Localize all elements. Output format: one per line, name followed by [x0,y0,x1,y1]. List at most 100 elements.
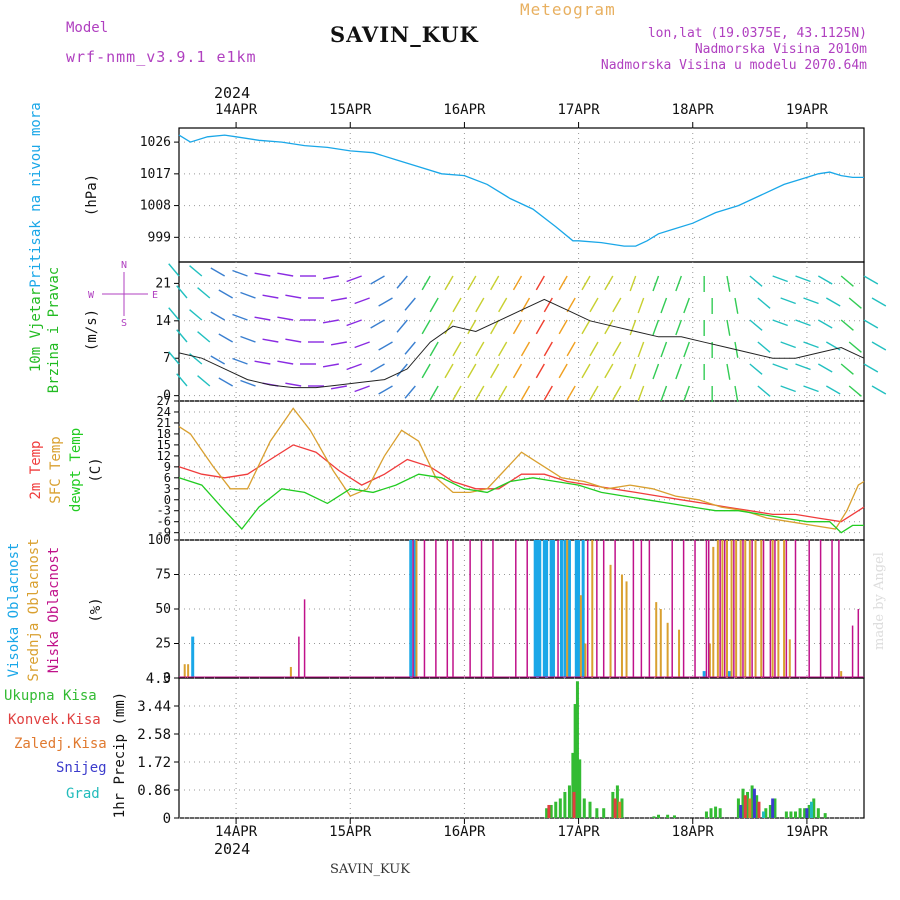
cloud-bar [735,540,738,678]
cloud-bar [602,540,605,678]
wind-arrow [444,275,454,291]
cloud-bar [838,540,840,678]
wind-arrow [444,319,454,335]
y-tick-label: 4.3 [146,671,171,687]
cloud-bar [762,540,765,678]
wind-arrow [871,341,887,351]
wind-arrow [421,319,431,335]
wind-arrow [396,363,408,377]
precip-bar [652,816,656,818]
cloud-bar [412,540,414,678]
wind-arrow [825,297,841,307]
precip-bar [823,813,827,818]
cloud-bar [819,540,822,678]
wind-arrow [176,373,188,387]
cloud-bar [559,540,563,678]
cloud-bar [851,625,854,678]
y-tick-label: 0 [163,671,171,686]
precip-bar [602,808,606,818]
precip-bar [547,804,551,818]
temp-line-2 [178,407,865,530]
y-tick-label: 50 [155,602,171,617]
wind-arrow [840,319,854,331]
cloud-bar [303,599,306,678]
wind-arrow [490,319,500,335]
y-tick-label: 0 [164,493,171,507]
cloud-bar [742,540,744,678]
y-tick-label: 1017 [140,167,171,182]
cloud-bar [415,540,418,678]
y-tick-label: 3.44 [137,699,171,715]
cloud-bar [557,540,559,678]
cloud-bar [409,540,413,678]
wind-arrow [404,297,416,311]
day-label-bottom: 15APR [329,824,372,840]
wind-arrow [757,341,771,353]
cloud-bar [640,540,643,678]
wind-arrow [346,319,362,327]
panel-frame-precip [178,677,865,819]
wind-arrow [817,275,833,285]
wind-arrow [189,265,203,277]
cloud-bar [666,622,669,678]
wind-arrow [726,319,731,336]
cloud-bar [659,609,662,678]
wind-arrow [285,338,302,343]
day-label-bottom: 17APR [558,824,601,840]
precip-bar [615,785,619,818]
precip-bar [803,808,807,818]
wind-arrow [421,363,431,379]
day-label-bottom: 14APR [215,824,258,840]
y-tick-label: 14 [155,314,171,329]
wind-arrow [581,275,591,291]
cloud-bar [748,540,751,678]
cloud-bar [733,540,735,678]
wind-arrow [543,297,553,313]
precip-label-graupel: Grad [66,786,100,802]
cloud-bar [744,540,747,678]
wind-arrow [330,385,347,390]
cloud-bar [412,540,416,678]
wind-arrow [772,319,788,327]
wind-arrow [512,275,523,291]
wind-arrow [795,363,811,371]
wind-arrow [848,341,862,353]
cloud-bar [751,540,753,678]
day-label-top: 18APR [672,102,715,118]
y-tick-label: -6 [157,515,171,529]
wind-arrow [330,297,347,302]
wind-arrow [612,385,622,401]
precip-label-frz: Zaledj.Kisa [14,736,107,752]
y-tick-label: 12 [157,449,171,463]
precip-bar [750,785,754,818]
precip-bar [809,801,813,818]
cloud-bar [549,540,553,678]
cloud-bar [655,602,658,678]
wind-arrow [210,355,226,365]
wind-arrow [354,297,370,305]
wind-arrow [346,275,362,283]
wind-arrow [660,341,668,358]
wind-arrow [404,341,416,355]
cloud-bar [716,540,719,678]
cloud-bar [727,671,731,678]
precip-bar [798,808,802,818]
wind-arrow [825,341,841,351]
wind-arrow [637,341,645,358]
wind-arrow [726,363,731,380]
wind-arrow [189,353,203,365]
wind-arrow [749,319,763,331]
precip-bar [571,752,575,818]
pressure-line [178,134,864,247]
cloud-bar [586,540,589,678]
cloud-bar [777,540,780,678]
wind-arrow [589,341,599,357]
y-tick-label: 24 [157,405,171,419]
compass-e: E [152,290,158,301]
wind-arrow [452,385,462,401]
wind-arrow [370,363,385,373]
cloud-bar [739,540,742,678]
cloud-bar [771,540,774,678]
temp-unit: (C) [88,457,104,482]
